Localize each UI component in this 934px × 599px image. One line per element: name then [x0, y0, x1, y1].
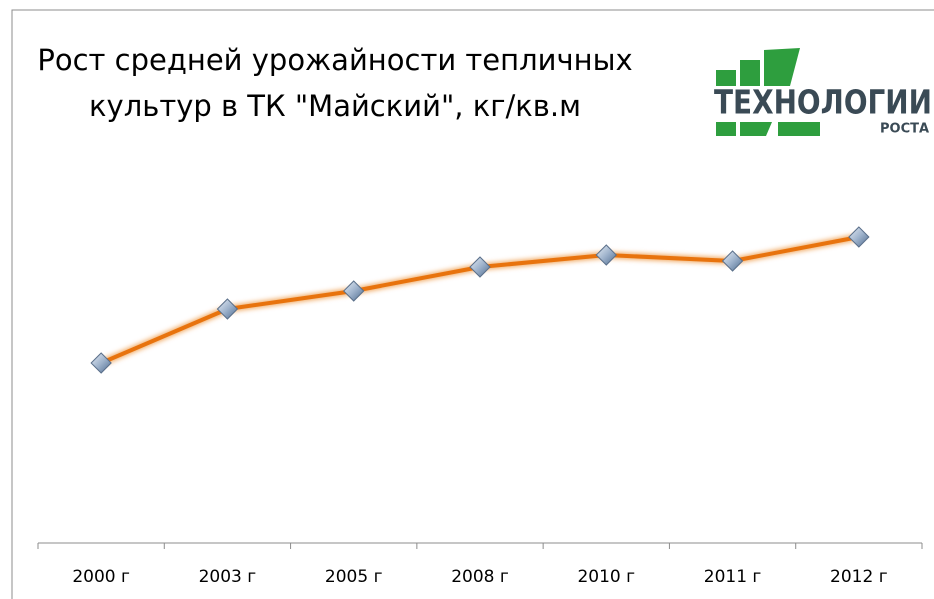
logo-block — [778, 122, 820, 136]
chart-title: культур в ТК "Майский", кг/кв.м — [89, 89, 581, 123]
x-tick-label: 2000 г — [72, 567, 130, 587]
data-point — [595, 244, 617, 266]
data-point — [721, 250, 744, 272]
data-point — [848, 226, 870, 248]
x-tick-label: 2011 г — [704, 567, 762, 587]
x-tick-label: 2010 г — [577, 567, 635, 587]
x-tick-label: 2003 г — [199, 567, 257, 587]
logo-block — [740, 60, 760, 86]
data-point — [216, 298, 239, 320]
x-tick-label: 2005 г — [325, 567, 383, 587]
logo-subtitle: РОСТА — [880, 122, 929, 137]
x-tick-label: 2012 г — [830, 567, 888, 587]
logo-block — [740, 122, 772, 136]
data-point — [343, 280, 365, 302]
chart-frame — [11, 9, 934, 599]
data-point — [469, 256, 491, 278]
logo-block — [716, 122, 736, 136]
logo-block — [764, 48, 800, 86]
data-point — [90, 352, 112, 374]
x-tick-label: 2008 г — [451, 567, 509, 587]
logo-title: ТЕХНОЛОГИИ — [714, 83, 932, 122]
chart-title: Рост средней урожайности тепличных — [37, 43, 632, 77]
logo: ТЕХНОЛОГИИ РОСТА — [714, 48, 932, 137]
logo-block — [716, 70, 736, 86]
